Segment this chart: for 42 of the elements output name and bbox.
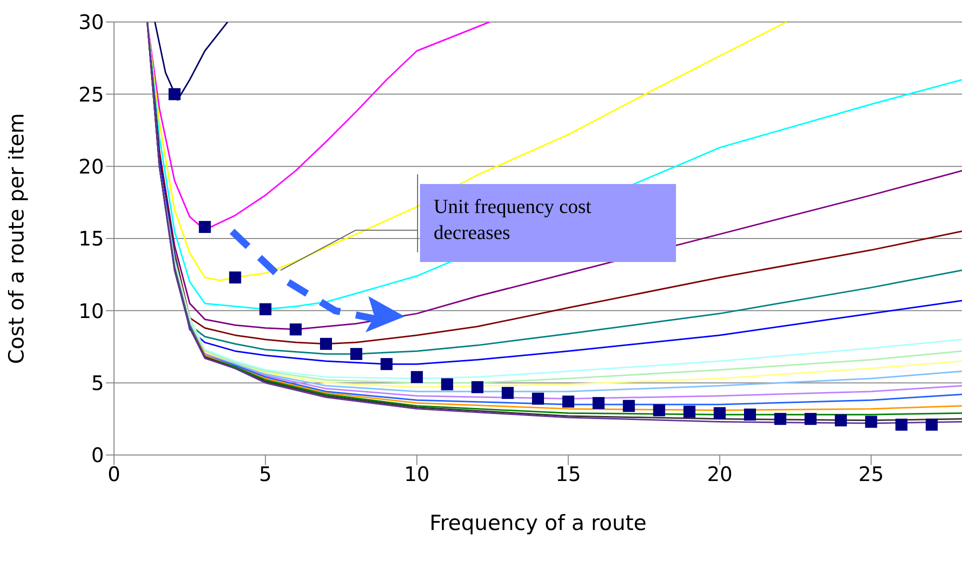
point (229, 271, 242, 284)
point (198, 220, 211, 233)
point (532, 392, 544, 405)
y-tick-label: 15 (78, 226, 104, 251)
point (653, 404, 666, 416)
point (592, 397, 605, 410)
x-tick-label: 5 (259, 462, 272, 486)
point (622, 400, 635, 412)
point (926, 418, 938, 431)
point (502, 386, 514, 399)
point (350, 348, 362, 360)
point (834, 414, 847, 426)
point (320, 338, 332, 350)
point (168, 88, 181, 100)
y-tick-label: 20 (78, 154, 104, 178)
y-tick-label: 25 (78, 82, 104, 106)
text-box: Unit frequency cost decreases (420, 184, 676, 262)
point (410, 371, 423, 384)
point (714, 407, 726, 420)
point (380, 358, 393, 370)
x-tick-label: 10 (404, 462, 430, 486)
y-tick-label: 10 (78, 298, 104, 323)
x-tick-label: 0 (108, 462, 120, 486)
x-tick-label: 15 (556, 462, 582, 486)
point (744, 408, 756, 421)
x-tick-label: 20 (706, 462, 732, 486)
point (683, 406, 696, 418)
y-tick-label: 5 (91, 370, 104, 395)
point (895, 418, 908, 431)
y-tick-label: 0 (91, 443, 104, 468)
point (865, 416, 878, 428)
line-series (154, 22, 228, 101)
x-tick-label: 25 (858, 462, 884, 486)
x-axis-title: Frequency of a route (429, 511, 647, 535)
point (259, 303, 272, 316)
point (290, 323, 302, 336)
point (804, 412, 817, 425)
point (774, 412, 786, 425)
point (562, 396, 574, 408)
y-tick-label: 30 (78, 10, 104, 34)
point (441, 378, 454, 390)
point (471, 381, 484, 394)
